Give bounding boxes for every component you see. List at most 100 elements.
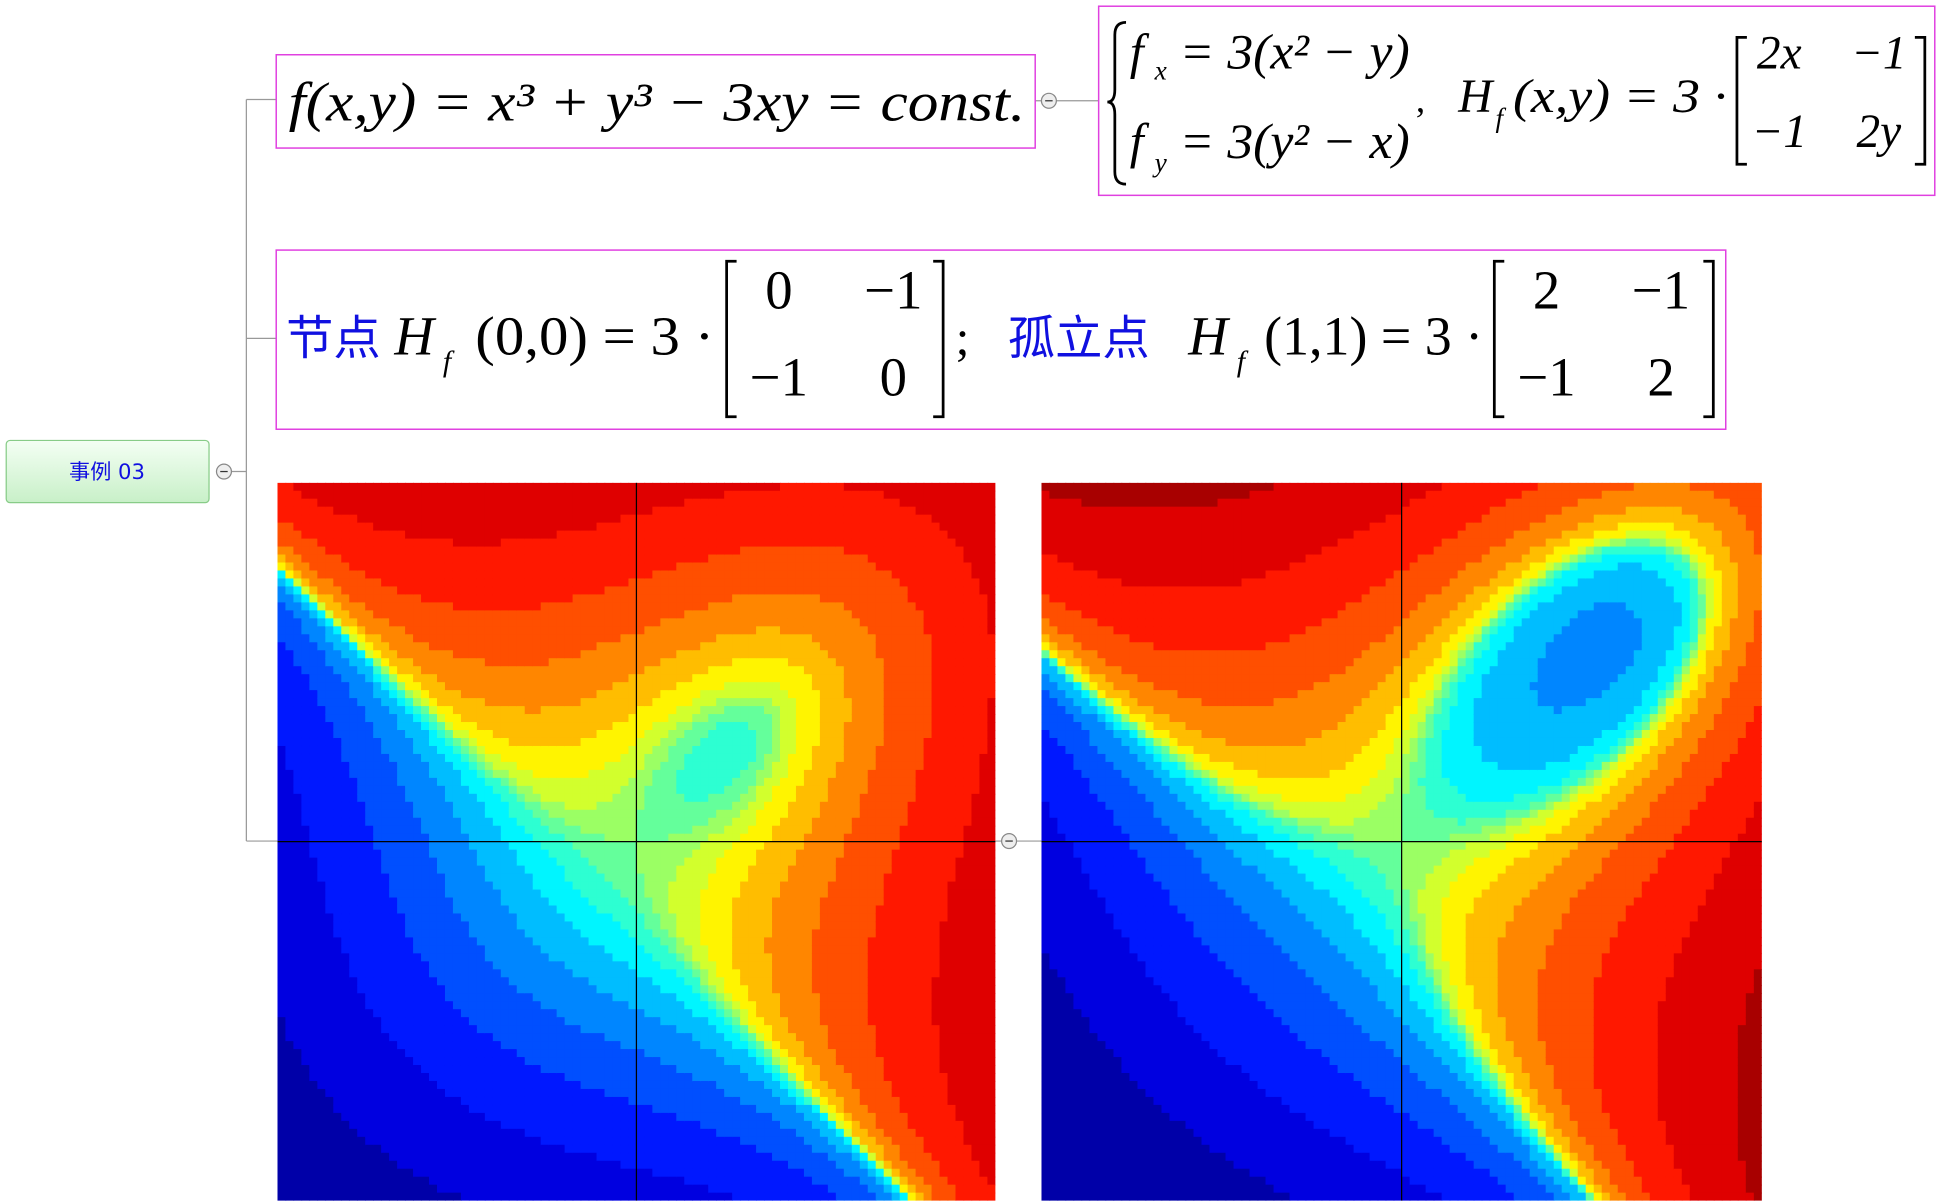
contour-cell [397,961,406,971]
contour-cell [564,785,574,795]
contour-cell [532,490,542,500]
contour-cell [421,1001,430,1010]
contour-cell [612,873,622,883]
contour-cell [700,538,709,548]
contour-cell [429,801,438,811]
contour-cell [612,1120,622,1130]
contour-cell [572,1144,582,1154]
contour-cell [508,690,518,699]
contour-cell [540,785,550,795]
contour-cell [373,1128,382,1138]
contour-cell [516,618,526,628]
contour-cell [636,985,646,994]
contour-cell [660,897,670,907]
contour-cell [708,953,717,963]
contour-cell [636,1065,646,1074]
contour-cell [285,538,295,548]
contour-cell [572,1017,582,1026]
contour-cell [301,642,311,651]
contour-cell [524,809,534,819]
contour-cell [580,865,590,875]
contour-cell [508,642,518,651]
contour-cell [532,929,542,939]
contour-cell [660,969,670,979]
contour-cell [381,666,390,675]
contour-cell [676,634,686,644]
contour-cell [468,873,478,883]
contour-cell [644,1096,654,1106]
contour-cell [333,1088,343,1098]
contour-cell [596,570,606,580]
contour-cell [373,490,382,500]
contour-cell [580,610,590,620]
contour-cell [588,969,598,979]
contour-cell [612,1057,622,1066]
contour-cell [564,522,574,532]
formula-node[interactable] [275,53,1036,149]
contour-cell [580,977,590,987]
contour-cell [309,490,319,500]
contour-cell [285,1136,295,1146]
contour-cell [620,586,630,596]
contour-cell [381,1072,390,1082]
contour-cell [349,698,358,707]
contour-cell [349,1104,358,1114]
contour-cell [644,905,654,915]
contour-cell [692,1041,701,1050]
contour-cell [676,1065,686,1074]
contour-cell [365,937,374,947]
contour-cell [397,538,406,548]
contour-cell [604,929,614,939]
contour-cell [389,769,398,779]
collapse-buttons[interactable] [215,92,1057,850]
contour-cell [668,1128,678,1138]
gradient-node[interactable] [1097,5,1936,197]
contour-cell [444,1160,454,1170]
contour-cell [357,730,366,739]
contour-cell [708,578,717,588]
contour-cell [676,1033,686,1042]
contour-cell [668,1057,678,1066]
hessian-node[interactable] [275,249,1727,430]
contour-cell [436,961,446,971]
contour-cell [572,857,582,867]
contour-cell [620,618,630,628]
contour-cell [436,554,446,564]
contour-cell [325,674,335,683]
contour-cell [556,905,566,915]
contour-cell [636,1184,646,1194]
contour-cell [620,1144,630,1154]
contour-cell [700,578,709,588]
contour-cell [548,913,558,923]
contour-cell [277,929,287,939]
contour-cell [429,881,438,891]
contour-cell [365,690,374,699]
contour-cell [397,1001,406,1010]
contour-cell [436,586,446,596]
contour-cell [508,1160,518,1170]
contour-cell [285,514,295,524]
contour-cell [700,753,709,763]
contour-cell [365,1176,374,1186]
contour-cell [333,610,343,620]
contour-cell [301,1033,311,1042]
contour-cell [564,809,574,819]
contour-cell [365,1033,374,1042]
contour-cell [540,482,550,492]
contour-cell [556,953,566,963]
contour-cell [413,969,422,979]
contour-cell [500,1120,510,1130]
contour-cell [365,1120,374,1130]
root-node[interactable] [5,439,210,504]
contour-cell [444,658,454,667]
contour-cell [277,546,287,556]
contour-cell [341,761,351,771]
contour-cell [692,1168,701,1178]
contour-cell [277,714,287,723]
contour-cell [349,490,358,500]
contour-cell [436,666,446,675]
contour-cell [652,1104,662,1114]
contour-cell [700,642,709,651]
contour-cell [644,530,654,540]
contour-cell [532,745,542,755]
